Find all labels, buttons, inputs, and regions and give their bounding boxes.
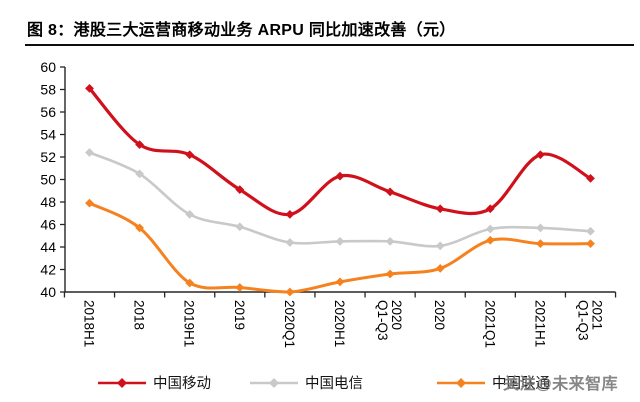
x-tick-label: 2020H1 (332, 300, 347, 347)
data-point-marker (185, 209, 195, 219)
y-tick-label: 50 (40, 172, 56, 188)
x-tick-label: 2020 (389, 300, 404, 330)
data-point-marker (85, 83, 94, 93)
arpu-line-chart: 40 42 44 46 48 50 52 54 56 58 60 2018H1 2018 2019H1 20… (40, 59, 617, 348)
series-中国联通 (85, 198, 595, 297)
y-tick-label: 58 (40, 82, 56, 98)
data-point-marker (135, 169, 144, 179)
data-point-marker (586, 173, 595, 183)
legend-swatch-icon (98, 377, 146, 388)
figure-title: 图 8：港股三大运营商移动业务 ARPU 同比加速改善（元） (27, 22, 456, 39)
data-point-marker (285, 287, 295, 297)
data-point-marker (536, 223, 545, 233)
x-tick-label: 2021H1 (532, 300, 547, 347)
legend-swatch-icon (250, 377, 298, 388)
x-tick-label: Q1-Q3 (375, 300, 390, 341)
data-point-marker (586, 239, 595, 249)
data-point-marker (235, 185, 245, 195)
data-point-marker (235, 283, 245, 292)
y-tick-label: 44 (40, 239, 56, 255)
legend-item-3: 中国联通 (436, 372, 550, 393)
legend-label: 中国联通 (492, 376, 550, 392)
series-中国移动 (85, 83, 595, 219)
y-axis: 40 42 44 46 48 50 52 54 56 58 60 (40, 59, 65, 300)
data-point-marker (485, 224, 495, 234)
data-point-marker (285, 209, 295, 219)
legend-swatch-icon (437, 377, 485, 388)
x-axis: 2018H1 2018 2019H1 2019 2020Q1 2020H1 2020Q1-Q… (63, 292, 617, 348)
y-tick-label: 42 (40, 262, 56, 278)
x-tick-label: 2018H1 (82, 300, 97, 347)
watermark: 关注@未来智库 (503, 376, 619, 393)
y-tick-label: 46 (40, 217, 56, 233)
legend-label: 中国移动 (153, 376, 211, 392)
title-divider (25, 44, 634, 46)
data-point-marker (485, 235, 495, 245)
data-point-marker (185, 278, 195, 288)
data-point-marker (385, 269, 395, 279)
x-tick-label: 2021 (590, 300, 605, 330)
x-tick-label: 2019 (232, 300, 247, 330)
data-point-marker (235, 222, 245, 232)
data-point-marker (485, 204, 495, 214)
y-tick-label: 54 (40, 127, 56, 143)
x-tick-label: 2018 (132, 300, 147, 330)
x-tick-label: 2021Q1 (482, 300, 497, 348)
x-tick-label: 2020 (432, 300, 447, 330)
data-point-marker (335, 171, 345, 181)
y-tick-label: 56 (40, 104, 56, 120)
data-point-marker (536, 150, 545, 160)
legend-item-2: 中国电信 (249, 372, 363, 393)
series-中国电信 (85, 148, 595, 251)
legend-item-1: 中国移动 (97, 372, 211, 393)
x-tick-label: 2020Q1 (282, 300, 297, 348)
data-point-marker (385, 236, 395, 246)
chart-legend: 中国移动 中国电信 中国联通 (0, 370, 640, 396)
data-point-marker (285, 238, 295, 247)
legend-label: 中国电信 (305, 376, 363, 392)
data-point-marker (85, 198, 94, 208)
data-point-marker (586, 226, 595, 236)
data-point-marker (135, 140, 144, 150)
data-point-marker (435, 263, 445, 273)
y-tick-label: 40 (40, 284, 56, 300)
data-point-marker (135, 223, 144, 233)
x-tick-label: 2019H1 (182, 300, 197, 347)
y-tick-label: 48 (40, 194, 56, 210)
y-tick-label: 60 (40, 59, 56, 75)
data-point-marker (85, 148, 94, 157)
x-tick-label: Q1-Q3 (576, 300, 591, 341)
data-point-marker (335, 236, 345, 246)
data-point-marker (335, 277, 345, 287)
data-point-marker (435, 204, 445, 214)
y-tick-label: 52 (40, 149, 56, 165)
data-point-marker (536, 239, 545, 249)
data-point-marker (435, 241, 445, 251)
data-point-marker (185, 150, 195, 160)
data-point-marker (385, 187, 395, 197)
